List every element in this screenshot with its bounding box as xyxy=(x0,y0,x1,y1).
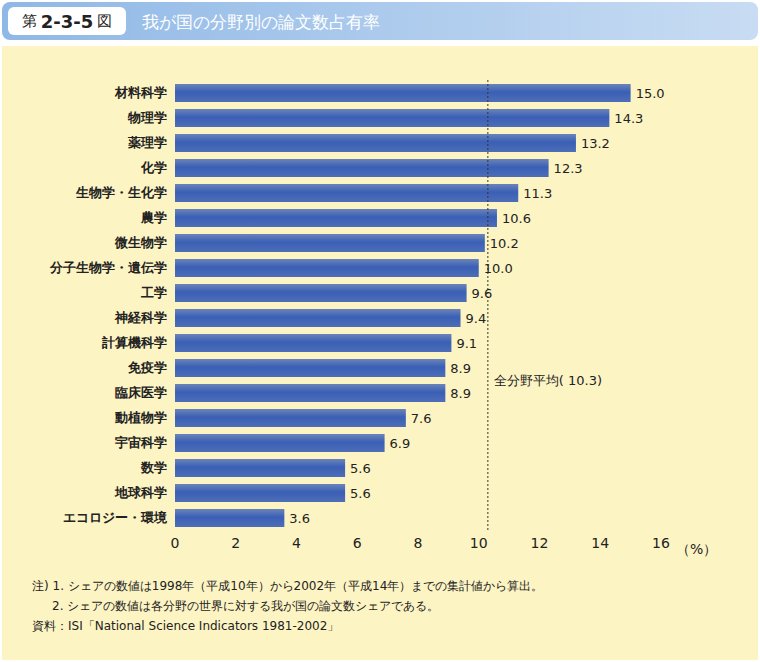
svg-text:数学: 数学 xyxy=(140,460,167,475)
svg-text:5.6: 5.6 xyxy=(350,486,371,501)
svg-text:生物学・生化学: 生物学・生化学 xyxy=(75,185,167,200)
svg-text:14: 14 xyxy=(591,535,609,551)
svg-text:9.4: 9.4 xyxy=(466,311,487,326)
svg-text:2: 2 xyxy=(231,535,240,551)
svg-text:10: 10 xyxy=(470,535,488,551)
html-text:2. シェアの数値は各分野の世界に対する我が国の論文数シェア: 2. シェアの数値は各分野の世界に対する我が国の論文数シェアである。 xyxy=(52,599,440,613)
svg-text:4: 4 xyxy=(292,535,301,551)
svg-text:薬理学: 薬理学 xyxy=(127,135,167,150)
svg-text:8.9: 8.9 xyxy=(450,386,471,401)
svg-text:農学: 農学 xyxy=(140,210,167,225)
svg-text:13.2: 13.2 xyxy=(581,136,610,151)
svg-text:9.1: 9.1 xyxy=(456,336,477,351)
svg-text:全分野平均( 10.3): 全分野平均( 10.3) xyxy=(494,373,602,388)
html-text:我が国の分野別の論文数占有率: 我が国の分野別の論文数占有率 xyxy=(142,12,380,32)
svg-text:12: 12 xyxy=(531,535,549,551)
svg-text:6.9: 6.9 xyxy=(390,436,411,451)
svg-text:14.3: 14.3 xyxy=(614,111,643,126)
svg-text:9.6: 9.6 xyxy=(472,286,493,301)
svg-text:8.9: 8.9 xyxy=(450,361,471,376)
svg-text:宇宙科学: 宇宙科学 xyxy=(115,435,167,450)
html-text:第 2-3-5 図: 第 2-3-5 図 xyxy=(21,10,113,32)
svg-text:5.6: 5.6 xyxy=(350,461,371,476)
svg-text:8: 8 xyxy=(414,535,423,551)
svg-text:10.2: 10.2 xyxy=(490,236,519,251)
svg-text:免疫学: 免疫学 xyxy=(127,360,167,375)
html-text:資料：ISI「National Science Indica: 資料：ISI「National Science Indicators 1981-… xyxy=(32,619,340,633)
svg-text:0: 0 xyxy=(171,535,180,551)
svg-text:計算機科学: 計算機科学 xyxy=(101,335,167,350)
svg-text:15.0: 15.0 xyxy=(636,86,665,101)
svg-text:神経科学: 神経科学 xyxy=(114,310,167,325)
svg-text:分子生物学・遺伝学: 分子生物学・遺伝学 xyxy=(49,260,167,275)
svg-text:10.0: 10.0 xyxy=(484,261,513,276)
svg-text:7.6: 7.6 xyxy=(411,411,432,426)
svg-text:11.3: 11.3 xyxy=(523,186,552,201)
svg-text:臨床医学: 臨床医学 xyxy=(115,385,167,400)
svg-text:16: 16 xyxy=(652,535,670,551)
svg-text:3.6: 3.6 xyxy=(289,511,310,526)
svg-text:材料科学: 材料科学 xyxy=(114,85,167,100)
svg-text:6: 6 xyxy=(353,535,362,551)
html-text:注) 1. シェアの数値は1998年（平成10年）から200: 注) 1. シェアの数値は1998年（平成10年）から2002年（平成14年）ま… xyxy=(32,579,544,593)
svg-text:工学: 工学 xyxy=(140,285,167,300)
svg-text:微生物学: 微生物学 xyxy=(114,235,167,250)
svg-text:地球科学: 地球科学 xyxy=(114,485,167,500)
svg-text:動植物学: 動植物学 xyxy=(114,410,167,425)
svg-text:物理学: 物理学 xyxy=(127,110,167,125)
svg-text:10.6: 10.6 xyxy=(502,211,531,226)
svg-text:12.3: 12.3 xyxy=(554,161,583,176)
svg-text:化学: 化学 xyxy=(140,160,167,175)
svg-text:エコロジー・環境: エコロジー・環境 xyxy=(63,510,168,525)
